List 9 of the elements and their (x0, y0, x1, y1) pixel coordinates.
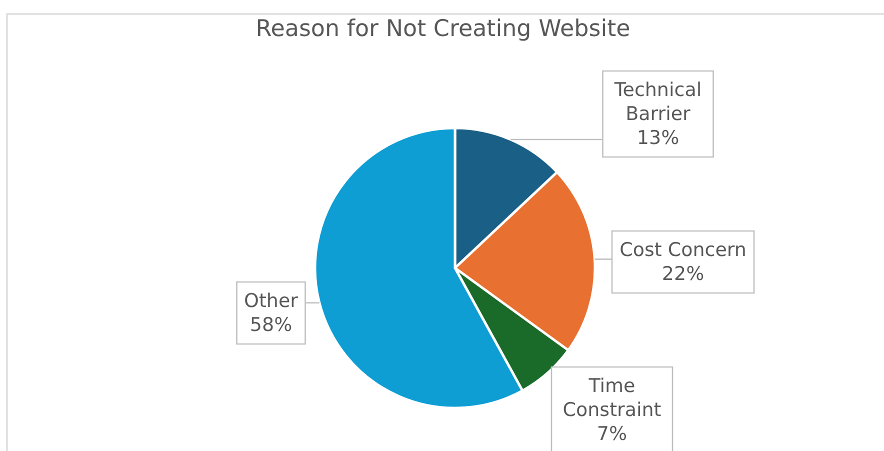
chart-title: Reason for Not Creating Website (256, 16, 630, 42)
slice-label: Cost Concern (620, 239, 746, 261)
slice-label: Time Constraint (562, 375, 662, 421)
data-label: 7% (596, 423, 628, 445)
data-label: 58% (250, 314, 292, 336)
data-label: 22% (662, 263, 704, 285)
data-label: 13% (636, 127, 680, 149)
slice-label: Technical Barrier (613, 79, 702, 125)
slice-label: Other (244, 290, 298, 312)
